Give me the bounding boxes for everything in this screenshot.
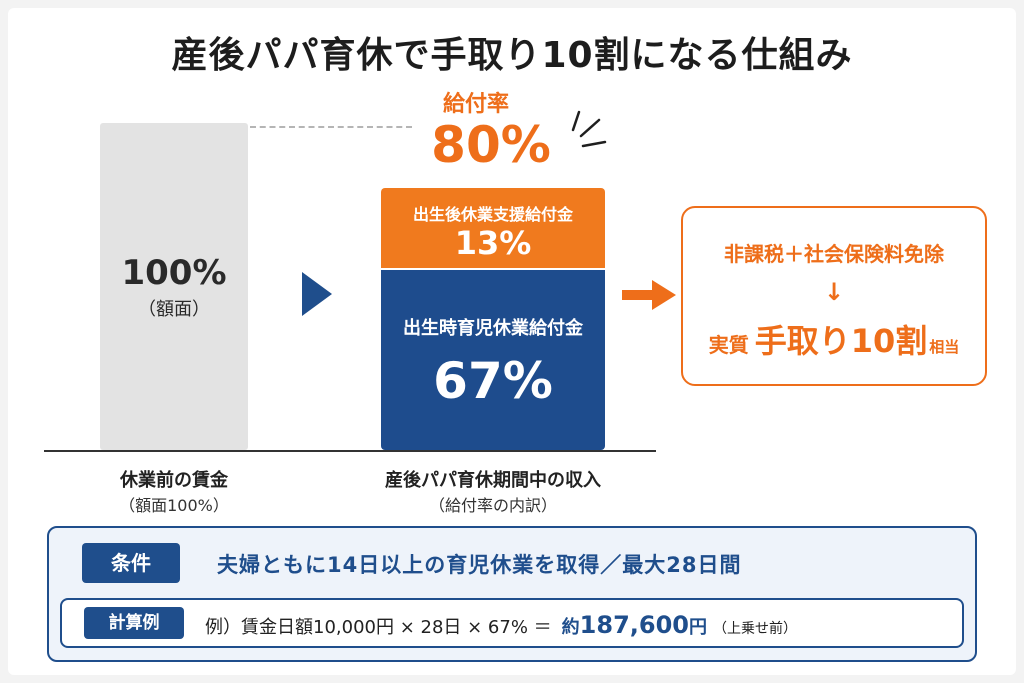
condition-tag: 条件 bbox=[82, 543, 180, 583]
bar-before-sub: （額面） bbox=[138, 299, 210, 320]
reference-dashed-line bbox=[250, 126, 412, 128]
bar-before-label-sub: （額面100%） bbox=[119, 496, 229, 515]
calculation-amount: 187,600 bbox=[579, 611, 689, 639]
arrow-right-icon bbox=[622, 280, 676, 310]
condition-text: 夫婦ともに14日以上の育児休業を取得／最大28日間 bbox=[217, 553, 742, 577]
conditions-panel: 条件 夫婦ともに14日以上の育児休業を取得／最大28日間 計算例 例）賃金日額1… bbox=[47, 526, 977, 662]
bar-after-label-sub: （給付率の内訳） bbox=[428, 496, 557, 515]
calculation-approx: 約 bbox=[561, 617, 580, 638]
triangle-right-icon bbox=[302, 272, 332, 316]
result-summary: 実質 手取り10割 相当 bbox=[683, 316, 985, 362]
rate-label: 給付率 bbox=[442, 92, 509, 117]
result-tax-exempt: 非課税＋社会保険料免除 bbox=[724, 242, 944, 266]
calculation-note: （上乗せ前） bbox=[712, 621, 797, 637]
chart-baseline bbox=[44, 450, 656, 452]
bar-before-label: 休業前の賃金 bbox=[120, 470, 228, 491]
segment-childcare-label: 出生時育児休業給付金 bbox=[403, 318, 583, 339]
result-prefix: 実質 bbox=[708, 333, 749, 357]
calculation-formula: 例）賃金日額10,000円 × 28日 × 67% ＝ bbox=[205, 617, 552, 638]
segment-childcare-value: 67% bbox=[433, 352, 553, 410]
bar-before-leave: 100% （額面） bbox=[100, 123, 248, 450]
calculation-yen: 円 bbox=[688, 617, 707, 638]
result-suffix: 相当 bbox=[929, 338, 960, 356]
result-main: 手取り10割 bbox=[754, 322, 928, 360]
rate-value: 80% bbox=[431, 116, 551, 174]
bar-before-value: 100% bbox=[121, 253, 227, 293]
segment-support-value: 13% bbox=[454, 224, 532, 262]
result-box: 非課税＋社会保険料免除 ↓ 実質 手取り10割 相当 bbox=[681, 206, 987, 386]
calculation-tag: 計算例 bbox=[84, 607, 184, 639]
bar-segment-childcare-benefit: 出生時育児休業給付金 67% bbox=[381, 270, 605, 450]
calculation-text: 例）賃金日額10,000円 × 28日 × 67% ＝ 約187,600円 （上乗せ… bbox=[205, 611, 797, 639]
segment-support-label: 出生後休業支援給付金 bbox=[412, 205, 573, 224]
page-title: 産後パパ育休で手取り10割になる仕組み bbox=[171, 35, 853, 76]
emphasis-burst-icon bbox=[571, 110, 607, 148]
result-down-arrow-icon: ↓ bbox=[823, 278, 845, 306]
bar-after-label: 産後パパ育休期間中の収入 bbox=[385, 470, 601, 491]
bar-segment-support-benefit: 出生後休業支援給付金 13% bbox=[381, 188, 605, 268]
calculation-box: 計算例 例）賃金日額10,000円 × 28日 × 67% ＝ 約187,600円… bbox=[60, 598, 964, 648]
